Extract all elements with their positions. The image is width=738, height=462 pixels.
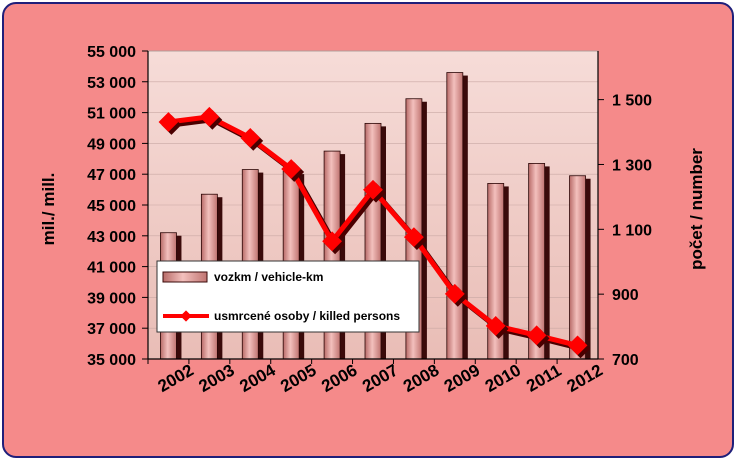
y-right-tick-label: 1 100 [612, 222, 652, 239]
y-left-tick-label: 53 000 [87, 75, 136, 92]
x-tick-label: 2011 [523, 361, 564, 396]
x-tick-label: 2007 [359, 361, 401, 396]
x-tick-label: 2009 [441, 361, 483, 396]
y-axis-left-label: mil./ mill. [39, 173, 58, 246]
chart-frame: 35 000 37 000 39 000 41 000 43 000 45 000 47 0… [2, 2, 734, 458]
x-tick-label: 2010 [482, 361, 524, 396]
y-axis-right-label: počet / number [687, 148, 706, 270]
y-left-tick-label: 55 000 [87, 44, 136, 61]
y-right-tick-label: 700 [612, 352, 639, 369]
y-left-tick-label: 39 000 [87, 290, 136, 307]
x-tick-label: 2004 [236, 360, 279, 396]
y-left-tick-label: 37 000 [87, 321, 136, 338]
x-tick-label: 2006 [318, 361, 360, 396]
combo-chart: 35 000 37 000 39 000 41 000 43 000 45 000 47 0… [39, 44, 706, 396]
y-right-tick-label: 1 300 [612, 157, 652, 174]
y-left-tick-label: 51 000 [87, 106, 136, 123]
marker-2012 [567, 335, 588, 356]
x-tick-label: 2002 [155, 361, 197, 396]
x-tick-label: 2003 [195, 361, 237, 396]
bar-2012 [569, 175, 586, 360]
y-left-tick-label: 43 000 [87, 229, 136, 246]
bar-2009 [446, 72, 464, 360]
marker-2004 [240, 127, 261, 148]
x-tick-label: 2008 [400, 361, 442, 396]
x-tick-label: 2012 [564, 361, 606, 396]
legend: vozkm / vehicle-km usmrcené osoby / kill… [156, 260, 420, 333]
marker-2003 [199, 106, 220, 127]
legend-swatch-marker [180, 310, 192, 322]
marker-2007 [363, 179, 383, 200]
legend-label-line: usmrcené osoby / killed persons [214, 309, 400, 323]
marker-2002 [158, 112, 179, 132]
y-left-tick-label: 45 000 [87, 198, 136, 215]
marker-2008 [404, 227, 424, 247]
legend-swatch-bar [162, 271, 208, 283]
y-right-tick-label: 1 500 [612, 93, 652, 110]
marker-2006 [322, 231, 342, 252]
y-left-tick-label: 49 000 [87, 136, 136, 153]
marker-2010 [485, 316, 506, 336]
y-right-tick-label: 900 [612, 287, 639, 304]
marker-2011 [526, 325, 547, 346]
y-left-tick-label: 47 000 [87, 167, 136, 184]
y-left-tick-label: 35 000 [87, 352, 136, 369]
marker-2009 [444, 283, 465, 304]
x-tick-label: 2005 [277, 361, 319, 396]
y-left-tick-label: 41 000 [87, 260, 136, 277]
legend-label-bar: vozkm / vehicle-km [214, 270, 323, 284]
marker-2005 [281, 159, 302, 179]
line-series [158, 106, 591, 359]
